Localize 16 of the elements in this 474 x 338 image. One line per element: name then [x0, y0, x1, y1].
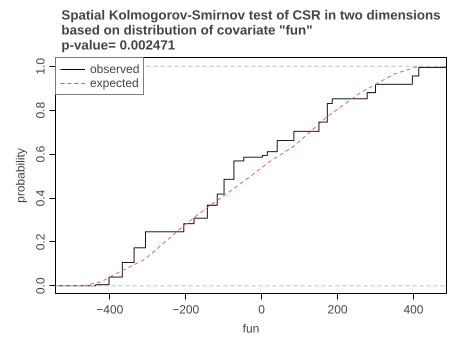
x-tick-label: −400: [96, 302, 124, 316]
x-axis-title: fun: [242, 322, 260, 336]
legend-label: observed: [90, 62, 140, 76]
y-tick-label: 1.0: [34, 58, 48, 75]
x-tick-label: −200: [172, 302, 200, 316]
chart-title: Spatial Kolmogorov-Smirnov test of CSR in two dimensions based on distribution of covariate "fun" p-value= 0.002471: [61, 8, 441, 52]
legend-label: expected: [90, 76, 139, 90]
x-tick-label: 400: [403, 302, 424, 316]
y-tick-label: 0.0: [34, 277, 48, 294]
y-tick-label: 0.8: [34, 102, 48, 119]
y-tick-label: 0.4: [34, 189, 48, 206]
x-tick-label: 200: [328, 302, 348, 316]
x-tick-label: 0: [258, 302, 266, 316]
y-axis-title: probability: [14, 148, 28, 203]
y-tick-label: 0.6: [34, 145, 48, 162]
y-tick-label: 0.2: [34, 233, 48, 250]
